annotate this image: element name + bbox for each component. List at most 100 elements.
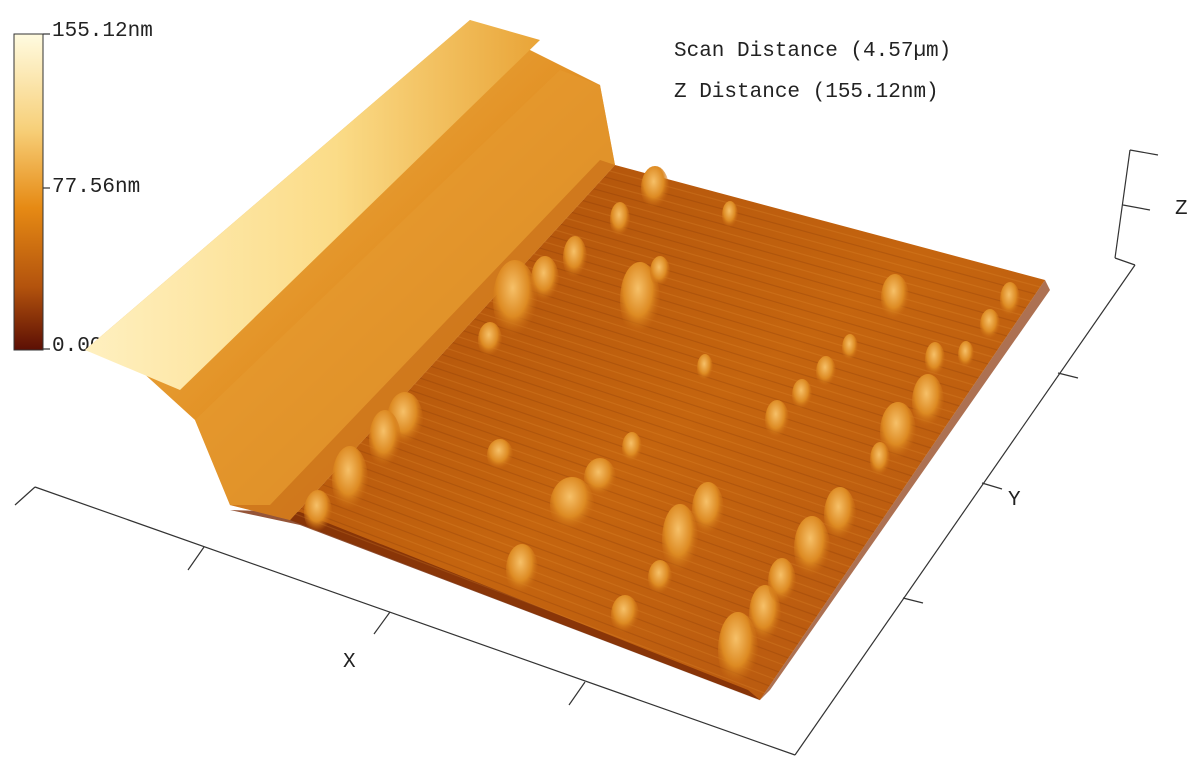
surface-peak xyxy=(563,236,587,280)
surface-peak xyxy=(620,262,660,338)
scan-streak xyxy=(376,424,837,589)
surface-peak xyxy=(369,410,401,470)
surface-peak xyxy=(692,482,724,538)
scan-streak xyxy=(430,365,884,519)
colorbar-mid-label: 77.56nm xyxy=(52,176,140,199)
axes-frame: X Y Z xyxy=(14,149,1188,756)
surface-peak xyxy=(493,260,537,340)
scan-streak xyxy=(333,472,799,645)
scan-streak xyxy=(501,288,946,428)
scan-streak xyxy=(490,300,936,442)
scan-streak xyxy=(528,259,970,393)
colorbar: 155.12nm 77.56nm 0.00nm xyxy=(13,20,153,358)
scan-streak xyxy=(522,265,965,400)
scan-streak xyxy=(354,448,818,617)
scan-streak xyxy=(468,324,917,470)
surface-peak xyxy=(824,487,856,543)
scan-streak xyxy=(289,519,761,701)
scan-streak xyxy=(506,282,951,421)
scan-streak xyxy=(473,318,922,463)
scan-streak xyxy=(436,359,889,512)
scan-streak xyxy=(349,454,813,624)
surface-peak xyxy=(718,612,758,688)
surface-peak xyxy=(584,458,616,498)
surface-peak xyxy=(610,202,630,238)
scan-streak xyxy=(593,188,1027,309)
scan-streak xyxy=(398,401,856,561)
z-axis-label: Z xyxy=(1175,198,1188,221)
scan-streak xyxy=(587,194,1022,316)
scan-streak xyxy=(576,205,1012,330)
scan-streak xyxy=(419,377,875,533)
scan-streak xyxy=(343,460,808,631)
surface-peak xyxy=(768,558,796,606)
surface-peak xyxy=(765,400,789,440)
scan-streak xyxy=(517,270,960,407)
scan-streak xyxy=(371,430,832,596)
scan-streak xyxy=(560,223,998,351)
surface-peak xyxy=(478,322,502,358)
surface-peak xyxy=(722,201,738,229)
scan-streak xyxy=(365,436,827,603)
scan-distance-label: Scan Distance (4.57µm) xyxy=(674,40,951,63)
scan-streak xyxy=(306,501,775,680)
scan-streak xyxy=(425,371,879,526)
scan-streak xyxy=(549,235,989,365)
z-axis-line xyxy=(1114,149,1131,259)
surface-peak xyxy=(622,432,642,464)
scan-streak xyxy=(598,182,1031,302)
scan-streak xyxy=(495,294,941,435)
surface-peak xyxy=(697,354,713,382)
scan-streak xyxy=(582,199,1017,323)
scan-streak xyxy=(316,489,784,666)
scan-streak xyxy=(609,170,1041,288)
scan-streak xyxy=(300,507,770,687)
colorbar-gradient xyxy=(13,33,44,351)
surface-peak xyxy=(958,341,974,369)
surface-peak xyxy=(794,516,830,580)
surface-peak xyxy=(648,560,672,596)
surface-peak xyxy=(641,166,669,210)
surface-peak xyxy=(650,256,670,288)
surface-peak xyxy=(792,379,812,411)
surface-peak xyxy=(842,334,858,362)
scan-streak xyxy=(446,347,898,498)
x-axis-line xyxy=(34,486,796,756)
scan-streak xyxy=(566,217,1003,344)
surface-peak xyxy=(550,477,594,533)
surface-render xyxy=(85,20,1050,701)
surface-peak xyxy=(816,356,836,388)
surface-peak xyxy=(870,442,890,478)
surface-peak xyxy=(531,256,559,304)
scan-streak xyxy=(327,478,794,652)
surface-peak xyxy=(912,374,944,430)
scan-streak xyxy=(387,412,846,575)
scan-streak xyxy=(555,229,993,358)
surface-peak xyxy=(662,504,698,576)
scan-streak xyxy=(392,407,851,568)
surface-peak xyxy=(880,402,916,462)
surface-peak xyxy=(1000,282,1020,318)
surface-peak xyxy=(881,274,909,322)
scan-streak xyxy=(511,276,955,414)
scan-streak xyxy=(571,211,1008,337)
y-axis-line xyxy=(794,264,1136,756)
surface-peak xyxy=(487,439,513,471)
scan-streak xyxy=(381,418,841,582)
scan-streak xyxy=(457,336,908,484)
scan-streak xyxy=(538,247,979,379)
scan-streak xyxy=(403,395,860,554)
colorbar-max-label: 155.12nm xyxy=(52,20,153,43)
scan-streak xyxy=(322,483,789,659)
x-axis-label: X xyxy=(343,651,356,674)
scan-streaks xyxy=(289,170,1041,701)
scan-streak xyxy=(414,383,870,540)
scan-streak xyxy=(295,513,765,694)
scan-streak xyxy=(311,495,780,673)
surface-peak xyxy=(925,342,945,378)
surface-peak xyxy=(304,490,332,534)
surface-floor xyxy=(290,165,1045,700)
scan-streak xyxy=(533,253,974,386)
scan-streak xyxy=(338,466,803,638)
